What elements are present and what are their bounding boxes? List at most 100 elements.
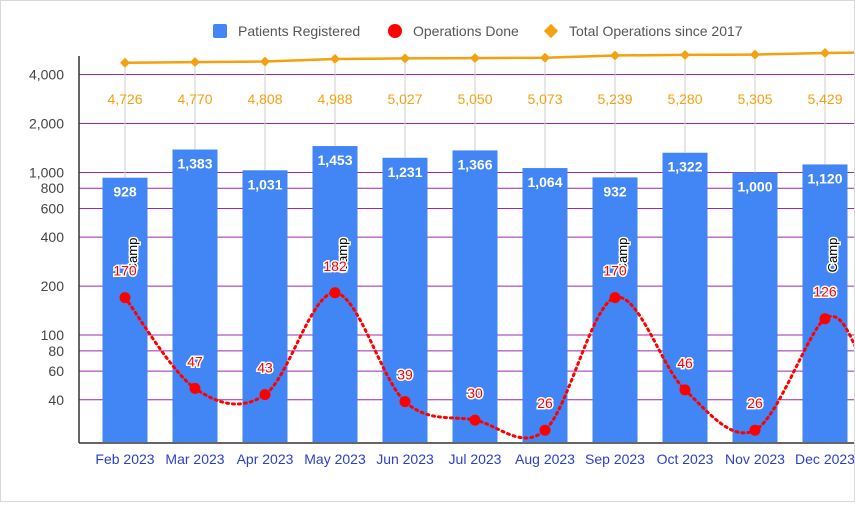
total-operations-point-apr-2023 <box>260 56 270 67</box>
total-operations-point-jul-2023 <box>470 53 480 64</box>
legend: Patients Registered Operations Done Tota… <box>213 23 743 39</box>
operations-label-apr-2023: 43 <box>257 360 273 376</box>
operations-label-dec-2023: 126 <box>813 284 837 300</box>
bar-label-may-2023: 1,453 <box>317 152 352 168</box>
operations-label-sep-2023: 170 <box>603 263 627 279</box>
total-operations-point-jun-2023 <box>400 53 410 64</box>
total-operations-connectors <box>124 57 826 178</box>
bar-aug-2023 <box>522 168 568 443</box>
y-tick-label-600: 600 <box>41 201 65 217</box>
bar-value-labels: 928 1,383 1,031 1,453 1,231 1,366 1,064 932 1,32… <box>113 152 842 200</box>
total-operations-point-may-2023 <box>330 53 340 64</box>
operations-label-jun-2023: 39 <box>397 367 413 383</box>
x-axis: Feb 2023 Mar 2023 Apr 2023 May 2023 Jun 2023… <box>78 56 855 467</box>
camp-annotations: Camp Camp Camp Camp <box>124 236 842 274</box>
bar-label-mar-2023: 1,383 <box>177 156 212 172</box>
operations-point-sep-2023 <box>609 292 621 304</box>
total-operations-point-dec-2023 <box>820 48 830 58</box>
total-operations-label-mar-2023: 4,770 <box>177 91 212 107</box>
y-tick-label-60: 60 <box>48 363 64 379</box>
x-tick-label-mar-2023: Mar 2023 <box>165 451 224 467</box>
bar-label-sep-2023: 932 <box>603 183 627 199</box>
y-tick-label-800: 800 <box>41 180 65 196</box>
annotation-camp-dec-2023: Camp <box>825 238 840 273</box>
operations-point-jun-2023 <box>399 396 411 408</box>
bar-series-patients-registered <box>102 146 848 443</box>
operations-point-may-2023 <box>329 287 341 299</box>
operations-label-mar-2023: 47 <box>187 353 203 369</box>
total-operations-point-aug-2023 <box>540 52 550 63</box>
bar-label-feb-2023: 928 <box>113 184 137 200</box>
x-tick-label-jul-2023: Jul 2023 <box>449 451 502 467</box>
total-operations-label-oct-2023: 5,280 <box>667 91 702 107</box>
operations-point-nov-2023 <box>749 424 761 436</box>
y-tick-label-40: 40 <box>48 392 64 408</box>
total-operations-point-mar-2023 <box>190 57 200 68</box>
total-operations-point-nov-2023 <box>750 49 760 60</box>
legend-label-operations-done: Operations Done <box>413 23 519 39</box>
bar-jun-2023 <box>382 157 428 442</box>
operations-label-feb-2023: 170 <box>113 263 137 279</box>
x-tick-label-dec-2023: Dec 2023 <box>795 451 854 467</box>
y-tick-label-80: 80 <box>48 343 64 359</box>
y-tick-label-200: 200 <box>41 278 65 294</box>
annotation-camp-may-2023: Camp <box>335 238 350 273</box>
y-tick-label-2000: 2,000 <box>29 115 64 131</box>
y-tick-label-100: 100 <box>41 327 65 343</box>
total-operations-point-oct-2023 <box>680 49 690 60</box>
total-operations-line <box>124 51 855 65</box>
bar-label-jul-2023: 1,366 <box>457 156 492 172</box>
bar-label-dec-2023: 1,120 <box>807 170 842 186</box>
total-operations-label-dec-2023: 5,429 <box>807 91 842 107</box>
bar-label-nov-2023: 1,000 <box>737 178 772 194</box>
total-operations-label-apr-2023: 4,808 <box>247 91 282 107</box>
x-tick-label-sep-2023: Sep 2023 <box>585 451 645 467</box>
total-operations-label-feb-2023: 4,726 <box>107 91 142 107</box>
operations-point-jul-2023 <box>469 414 481 426</box>
legend-swatch-operations-done <box>388 24 402 38</box>
legend-item-operations-done[interactable]: Operations Done <box>388 23 519 39</box>
x-tick-label-jun-2023: Jun 2023 <box>376 451 434 467</box>
operations-point-dec-2023 <box>819 313 831 325</box>
operations-label-nov-2023: 26 <box>747 395 763 411</box>
y-tick-label-1000: 1,000 <box>29 164 64 180</box>
legend-label-total-operations: Total Operations since 2017 <box>569 23 743 39</box>
operations-label-jul-2023: 30 <box>467 385 483 401</box>
x-tick-label-feb-2023: Feb 2023 <box>95 451 154 467</box>
total-operations-label-aug-2023: 5,073 <box>527 91 562 107</box>
x-tick-label-nov-2023: Nov 2023 <box>725 451 785 467</box>
x-tick-label-oct-2023: Oct 2023 <box>657 451 714 467</box>
operations-point-oct-2023 <box>679 384 691 396</box>
bar-dec-2023 <box>802 164 848 442</box>
line-series-operations-done: 170 47 43 182 39 30 26 170 46 26 126 <box>112 256 855 440</box>
legend-label-patients-registered: Patients Registered <box>238 23 360 39</box>
legend-swatch-patients-registered <box>213 24 227 38</box>
line-series-total-operations: 4,726 4,770 4,808 4,988 5,027 5,050 5,073 5,239… <box>107 48 855 107</box>
operations-point-mar-2023 <box>189 382 201 394</box>
legend-item-patients-registered[interactable]: Patients Registered <box>213 23 360 39</box>
total-operations-point-sep-2023 <box>610 50 620 61</box>
bar-nov-2023 <box>732 172 778 442</box>
bar-label-aug-2023: 1,064 <box>527 174 562 190</box>
total-operations-label-jul-2023: 5,050 <box>457 91 492 107</box>
y-tick-label-4000: 4,000 <box>29 67 64 83</box>
total-operations-label-nov-2023: 5,305 <box>737 91 772 107</box>
annotation-camp-feb-2023: Camp <box>125 238 140 273</box>
bar-sep-2023 <box>592 177 638 442</box>
bar-feb-2023 <box>102 177 148 442</box>
total-operations-label-jun-2023: 5,027 <box>387 91 422 107</box>
bar-jul-2023 <box>452 150 498 442</box>
operations-label-may-2023: 182 <box>323 258 347 274</box>
x-tick-label-may-2023: May 2023 <box>304 451 366 467</box>
operations-point-aug-2023 <box>539 424 551 436</box>
legend-swatch-total-operations <box>543 23 559 39</box>
total-operations-point-feb-2023 <box>120 57 130 68</box>
legend-item-total-operations[interactable]: Total Operations since 2017 <box>543 23 743 39</box>
operations-label-oct-2023: 46 <box>677 355 693 371</box>
x-tick-label-apr-2023: Apr 2023 <box>237 451 294 467</box>
operations-label-aug-2023: 26 <box>537 395 553 411</box>
bar-oct-2023 <box>662 152 708 443</box>
total-operations-label-may-2023: 4,988 <box>317 91 352 107</box>
operations-point-feb-2023 <box>119 292 131 304</box>
y-tick-label-400: 400 <box>41 229 65 245</box>
